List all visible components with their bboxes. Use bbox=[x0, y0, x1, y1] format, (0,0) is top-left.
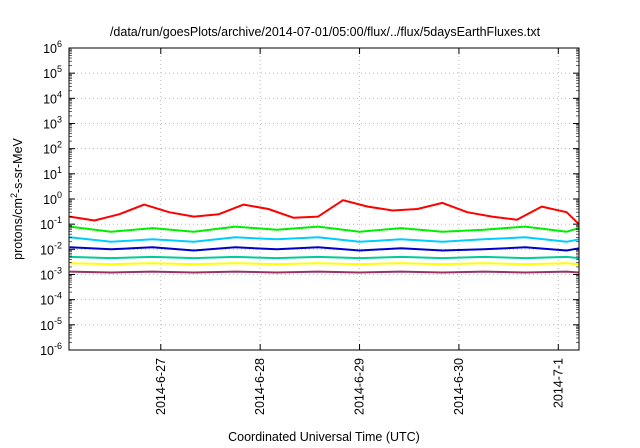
y-tick-label: 105 bbox=[43, 64, 62, 81]
x-tick-label: 2014-6-30 bbox=[452, 358, 466, 415]
series-line-6 bbox=[69, 262, 580, 266]
series-line-4 bbox=[69, 246, 580, 252]
y-tick-label: 10-3 bbox=[40, 266, 62, 283]
x-axis: 2014-6-27 2014-6-28 2014-6-29 2014-6-30 2014… bbox=[154, 48, 565, 415]
chart-title: /data/run/goesPlots/archive/2014-07-01/0… bbox=[110, 25, 541, 39]
y-tick-label: 103 bbox=[43, 115, 62, 132]
x-tick-label: 2014-7-1 bbox=[551, 358, 565, 408]
y-tick-label: 104 bbox=[43, 89, 62, 106]
series-line-1 bbox=[69, 199, 580, 225]
series-line-3 bbox=[69, 236, 580, 243]
y-tick-label: 10-5 bbox=[40, 316, 62, 333]
y-tick-label: 10-4 bbox=[40, 291, 62, 308]
y-tick-label: 101 bbox=[43, 165, 62, 182]
y-axis: 10-6 10-5 10-4 10-3 10-2 10-1 100 101 102 103 104 1… bbox=[40, 39, 579, 358]
series-line-5 bbox=[69, 255, 580, 260]
y-tick-label: 100 bbox=[43, 190, 62, 207]
y-axis-label: protons/cm2-s-sr-MeV bbox=[9, 137, 25, 259]
x-axis-label: Coordinated Universal Time (UTC) bbox=[228, 430, 420, 444]
y-tick-label: 10-1 bbox=[40, 215, 62, 232]
series-line-7 bbox=[69, 270, 580, 274]
x-tick-label: 2014-6-29 bbox=[353, 358, 367, 415]
y-tick-label: 10-2 bbox=[40, 240, 62, 257]
grid-lines bbox=[69, 48, 579, 350]
y-tick-label: 106 bbox=[43, 39, 62, 56]
x-tick-label: 2014-6-27 bbox=[154, 358, 168, 415]
series-line-2 bbox=[69, 225, 580, 233]
data-series bbox=[69, 199, 580, 274]
x-tick-label: 2014-6-28 bbox=[253, 358, 267, 415]
y-tick-label: 10-6 bbox=[40, 341, 62, 358]
y-tick-label: 102 bbox=[43, 140, 62, 157]
